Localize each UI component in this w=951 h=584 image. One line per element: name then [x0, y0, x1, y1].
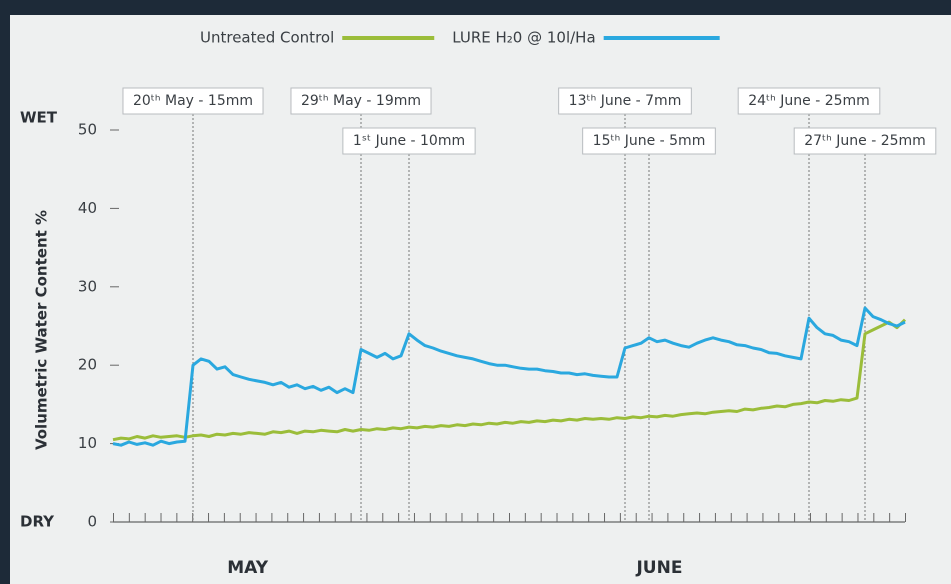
annotation-label: 15ᵗʰ June - 5mm: [593, 133, 706, 149]
annotation-label: 24ᵗʰ June - 25mm: [748, 93, 870, 109]
y-tick-label: 40: [78, 199, 97, 217]
y-axis-label: Volumetric Water Content %: [33, 210, 51, 450]
month-label: JUNE: [635, 558, 682, 578]
y-tick-label: 0: [87, 513, 97, 531]
y-tick-label: 50: [78, 121, 97, 139]
series-line: [112, 306, 906, 447]
annotation-box: [558, 87, 692, 115]
annotation-box: [737, 87, 881, 115]
y-tick-label: 10: [78, 434, 97, 452]
legend-label: LURE H₂0 @ 10l/Ha: [452, 29, 595, 47]
annotation-box: [290, 87, 432, 115]
annotation-label: 27ᵗʰ June - 25mm: [804, 133, 926, 149]
annotation-label: 1ˢᵗ June - 10mm: [353, 133, 465, 149]
annotation-box: [342, 127, 476, 155]
series-line: [112, 318, 907, 442]
annotation-box: [122, 87, 264, 115]
legend-label: Untreated Control: [200, 29, 334, 47]
annotation-label: 13ᵗʰ June - 7mm: [569, 93, 682, 109]
annotation-box: [793, 127, 937, 155]
annotation-box: [582, 127, 716, 155]
dry-label: DRY: [20, 513, 55, 531]
annotation-label: 20ᵗʰ May - 15mm: [133, 93, 253, 109]
month-label: MAY: [227, 558, 268, 578]
annotation-label: 29ᵗʰ May - 19mm: [301, 93, 421, 109]
y-tick-label: 20: [78, 356, 97, 374]
x-minor-ticks: [113, 513, 906, 522]
wet-label: WET: [20, 109, 58, 127]
y-tick-label: 30: [78, 277, 97, 295]
